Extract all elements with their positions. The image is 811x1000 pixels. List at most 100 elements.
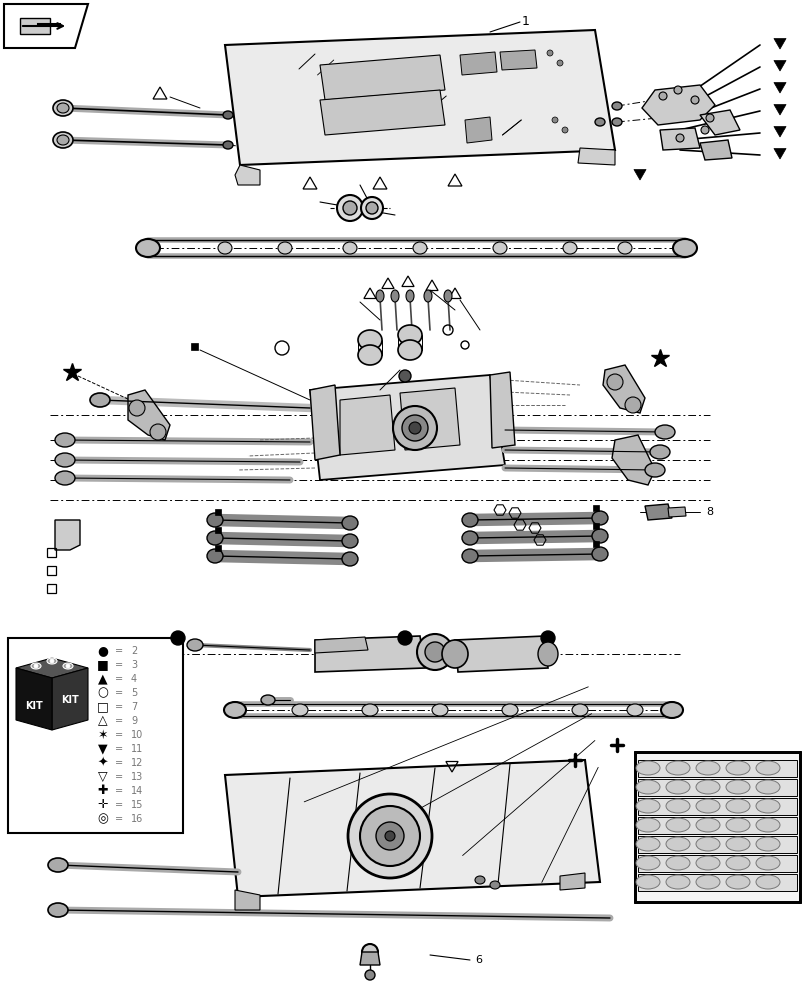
Ellipse shape [626, 704, 642, 716]
Text: 7: 7 [131, 702, 137, 712]
Circle shape [401, 415, 427, 441]
Bar [47, 584, 57, 592]
Ellipse shape [591, 511, 607, 525]
Text: 11: 11 [131, 744, 143, 754]
Ellipse shape [672, 239, 696, 257]
Ellipse shape [725, 818, 749, 832]
Ellipse shape [755, 799, 779, 813]
Circle shape [705, 114, 713, 122]
Circle shape [673, 86, 681, 94]
Circle shape [690, 96, 698, 104]
Circle shape [66, 664, 70, 668]
Ellipse shape [55, 433, 75, 447]
Ellipse shape [695, 875, 719, 889]
Circle shape [547, 50, 552, 56]
Polygon shape [560, 873, 584, 890]
Text: =: = [115, 800, 123, 810]
Ellipse shape [695, 837, 719, 851]
Bar [215, 545, 221, 551]
Circle shape [659, 92, 666, 100]
Ellipse shape [461, 513, 478, 527]
Ellipse shape [755, 818, 779, 832]
Ellipse shape [665, 818, 689, 832]
Ellipse shape [207, 513, 223, 527]
Ellipse shape [660, 702, 682, 718]
Bar [215, 527, 221, 533]
Ellipse shape [725, 837, 749, 851]
Ellipse shape [397, 325, 422, 345]
Polygon shape [773, 61, 785, 71]
Circle shape [540, 631, 554, 645]
Ellipse shape [474, 876, 484, 884]
Bar [47, 548, 57, 556]
Text: KIT: KIT [61, 695, 79, 705]
Bar [637, 817, 796, 834]
Polygon shape [320, 55, 444, 100]
Bar [592, 523, 599, 529]
Text: =: = [115, 646, 123, 656]
Text: △: △ [98, 714, 108, 728]
Text: ✛: ✛ [97, 798, 108, 811]
Circle shape [700, 126, 708, 134]
Ellipse shape [48, 903, 68, 917]
Bar [47, 566, 57, 574]
Ellipse shape [423, 290, 431, 302]
Polygon shape [644, 504, 672, 520]
Ellipse shape [635, 856, 659, 870]
Circle shape [551, 117, 557, 123]
Ellipse shape [591, 547, 607, 561]
Ellipse shape [53, 100, 73, 116]
Circle shape [607, 374, 622, 390]
Circle shape [337, 195, 363, 221]
Ellipse shape [342, 242, 357, 254]
Text: □: □ [97, 700, 109, 714]
Polygon shape [320, 90, 444, 135]
Text: 8: 8 [705, 507, 712, 517]
Text: ▲: ▲ [98, 672, 108, 686]
Text: ■: ■ [97, 658, 109, 672]
Text: =: = [115, 744, 123, 754]
Ellipse shape [649, 445, 669, 459]
Ellipse shape [611, 102, 621, 110]
Polygon shape [667, 507, 685, 517]
Ellipse shape [341, 534, 358, 548]
Ellipse shape [635, 818, 659, 832]
Ellipse shape [362, 704, 378, 716]
Ellipse shape [617, 242, 631, 254]
Ellipse shape [562, 242, 577, 254]
Text: =: = [115, 758, 123, 768]
Ellipse shape [755, 856, 779, 870]
Ellipse shape [538, 642, 557, 666]
Ellipse shape [55, 471, 75, 485]
Ellipse shape [441, 640, 467, 668]
Ellipse shape [223, 111, 233, 119]
Polygon shape [460, 52, 496, 75]
Ellipse shape [461, 549, 478, 563]
Polygon shape [234, 890, 260, 910]
Ellipse shape [492, 242, 506, 254]
Ellipse shape [654, 425, 674, 439]
Text: KIT: KIT [25, 701, 43, 711]
Ellipse shape [406, 290, 414, 302]
Ellipse shape [755, 875, 779, 889]
Text: 1: 1 [521, 15, 530, 28]
Text: =: = [115, 730, 123, 740]
Text: 6: 6 [474, 955, 482, 965]
Circle shape [409, 422, 420, 434]
Text: ✚: ✚ [97, 784, 108, 797]
Text: =: = [115, 786, 123, 796]
Polygon shape [4, 4, 88, 48]
Polygon shape [773, 149, 785, 159]
Text: =: = [115, 772, 123, 782]
Bar [637, 874, 796, 891]
Ellipse shape [57, 103, 69, 113]
Polygon shape [234, 165, 260, 185]
Ellipse shape [57, 135, 69, 145]
Ellipse shape [413, 242, 427, 254]
Polygon shape [55, 520, 80, 550]
Polygon shape [489, 372, 514, 448]
Ellipse shape [594, 118, 604, 126]
Polygon shape [773, 105, 785, 115]
Ellipse shape [665, 875, 689, 889]
Text: =: = [115, 674, 123, 684]
